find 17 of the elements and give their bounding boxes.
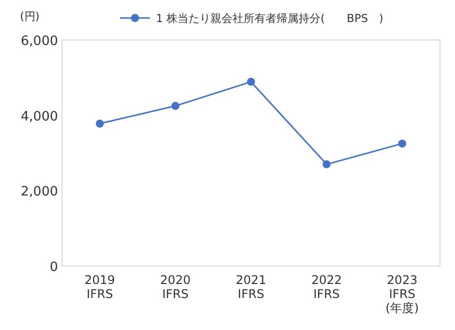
y-tick-label: 6,000 — [20, 34, 58, 49]
x-tick-label: 2019 IFRS — [84, 273, 116, 301]
y-axis-title: (円) — [20, 10, 40, 23]
y-tick-label: 2,000 — [20, 184, 58, 200]
legend-label: 1 株当たり親会社所有者帰属持分( BPS ) — [156, 12, 384, 25]
x-tick-label: 2022 IFRS — [311, 273, 342, 301]
y-tick-label: 4,000 — [20, 109, 58, 124]
x-tick-label: 2023 IFRS — [386, 273, 418, 301]
point — [96, 120, 104, 128]
x-tick-label: 2020 IFRS — [160, 273, 191, 301]
y-tick-label: 0 — [50, 260, 58, 275]
point — [247, 78, 255, 86]
point — [398, 140, 406, 148]
point — [171, 102, 180, 110]
x-axis-title: (年度) — [386, 301, 419, 315]
point — [322, 160, 331, 168]
x-tick-label: 2021 IFRS — [236, 273, 266, 301]
